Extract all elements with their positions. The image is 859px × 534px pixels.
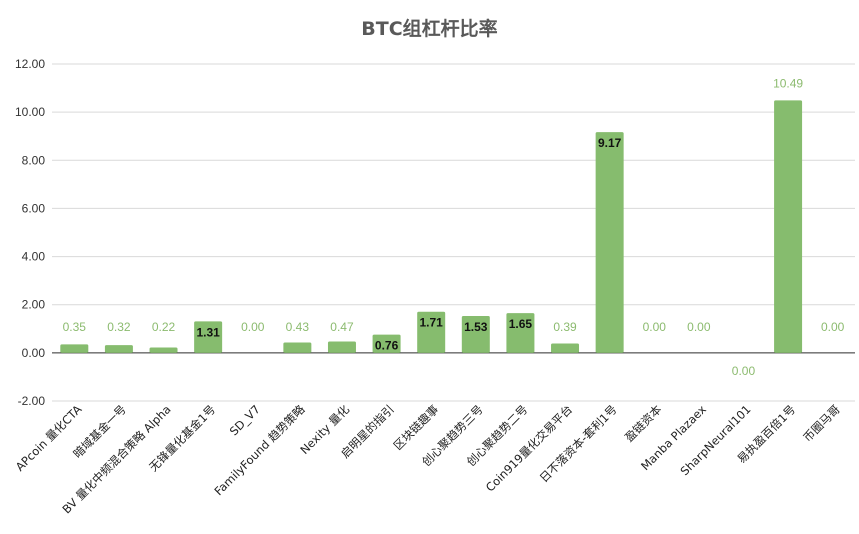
data-label: 1.71 — [420, 316, 444, 330]
bar — [551, 343, 580, 353]
data-label: 0.00 — [821, 320, 845, 334]
bar — [461, 316, 490, 353]
bar — [372, 334, 401, 353]
x-category-label: APcoin 量化CTA — [13, 402, 85, 474]
y-tick-label: 6.00 — [22, 201, 46, 215]
x-category-label: 币圈马哥 — [800, 402, 842, 444]
bar — [327, 341, 356, 353]
x-category-label: 盈链资本 — [622, 402, 665, 445]
x-category-label: 日不落资本-套利1号 — [537, 402, 620, 485]
data-label: 0.43 — [286, 320, 310, 334]
data-label: 1.53 — [464, 320, 488, 334]
data-label: 0.35 — [63, 320, 87, 334]
data-label: 1.31 — [196, 325, 220, 339]
y-tick-label: 10.00 — [15, 105, 45, 119]
bar — [417, 311, 446, 353]
data-label: 0.00 — [241, 320, 265, 334]
y-tick-label: -2.00 — [18, 394, 46, 408]
y-tick-label: 8.00 — [22, 153, 46, 167]
x-category-label: SD_V7 — [227, 402, 263, 438]
data-label: 0.32 — [107, 320, 131, 334]
chart-title: BTC组杠杆比率 — [361, 18, 498, 40]
data-label: 0.00 — [732, 364, 756, 378]
x-category-label: Coin919量化交易平台 — [483, 402, 575, 494]
y-tick-label: 0.00 — [22, 346, 46, 360]
bar — [104, 345, 133, 353]
bar — [283, 342, 312, 353]
y-tick-label: 2.00 — [22, 298, 46, 312]
bar — [774, 100, 803, 353]
data-label: 0.47 — [330, 320, 354, 334]
data-label: 0.00 — [643, 320, 667, 334]
y-tick-label: 12.00 — [15, 57, 45, 71]
x-category-label: FamilyFound 趋势策略 — [211, 402, 307, 498]
data-label: 1.65 — [509, 317, 533, 331]
data-label: 0.39 — [553, 320, 577, 334]
bar — [506, 313, 535, 353]
data-label: 0.76 — [375, 339, 399, 353]
bar — [595, 132, 624, 353]
data-label: 0.22 — [152, 320, 176, 334]
bar — [60, 344, 89, 353]
bar — [149, 347, 178, 353]
data-label: 9.17 — [598, 136, 622, 150]
data-label: 10.49 — [773, 76, 803, 90]
bar — [194, 321, 223, 353]
data-label: 0.00 — [687, 320, 711, 334]
y-tick-label: 4.00 — [22, 250, 46, 264]
